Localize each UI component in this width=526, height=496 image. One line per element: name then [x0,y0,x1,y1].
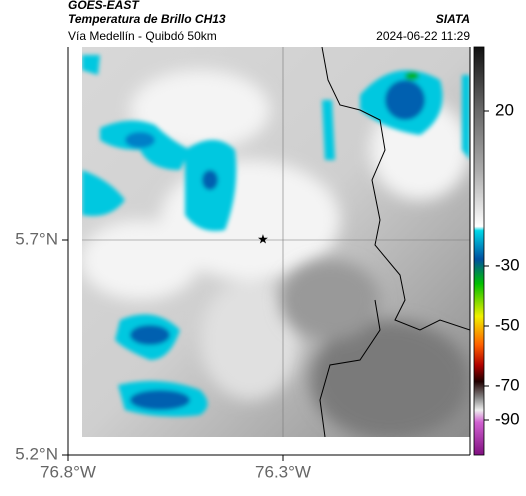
colorbar-label: -90 [495,409,520,428]
region: Vía Medellín - Quibdó 50km [68,29,217,43]
timestamp: 2024-06-22 11:29 [376,29,470,43]
lat-label: 5.7°N [15,229,58,248]
satellite-image: ★ [82,47,470,437]
product: Temperatura de Brillo CH13 [68,12,226,26]
location-star: ★ [257,231,269,246]
lon-label: 76.8°W [40,462,96,481]
colorbar-label: -70 [495,375,520,394]
colorbar-label: -30 [495,255,520,274]
border [321,47,470,331]
border [319,299,381,437]
colorbar-label: 20 [495,100,514,119]
lon-label: 76.3°W [255,462,311,481]
source: GOES-EAST [68,0,140,12]
lat-label: 5.2°N [15,444,58,463]
colorbar [473,46,485,456]
labels: 5.7°N 5.2°N76.8°W 76.3°W 20 -30 -50 -70 -90 [15,100,519,481]
colorbar-label: -50 [495,315,520,334]
agency: SIATA [436,12,470,26]
cold-clouds [82,55,470,417]
